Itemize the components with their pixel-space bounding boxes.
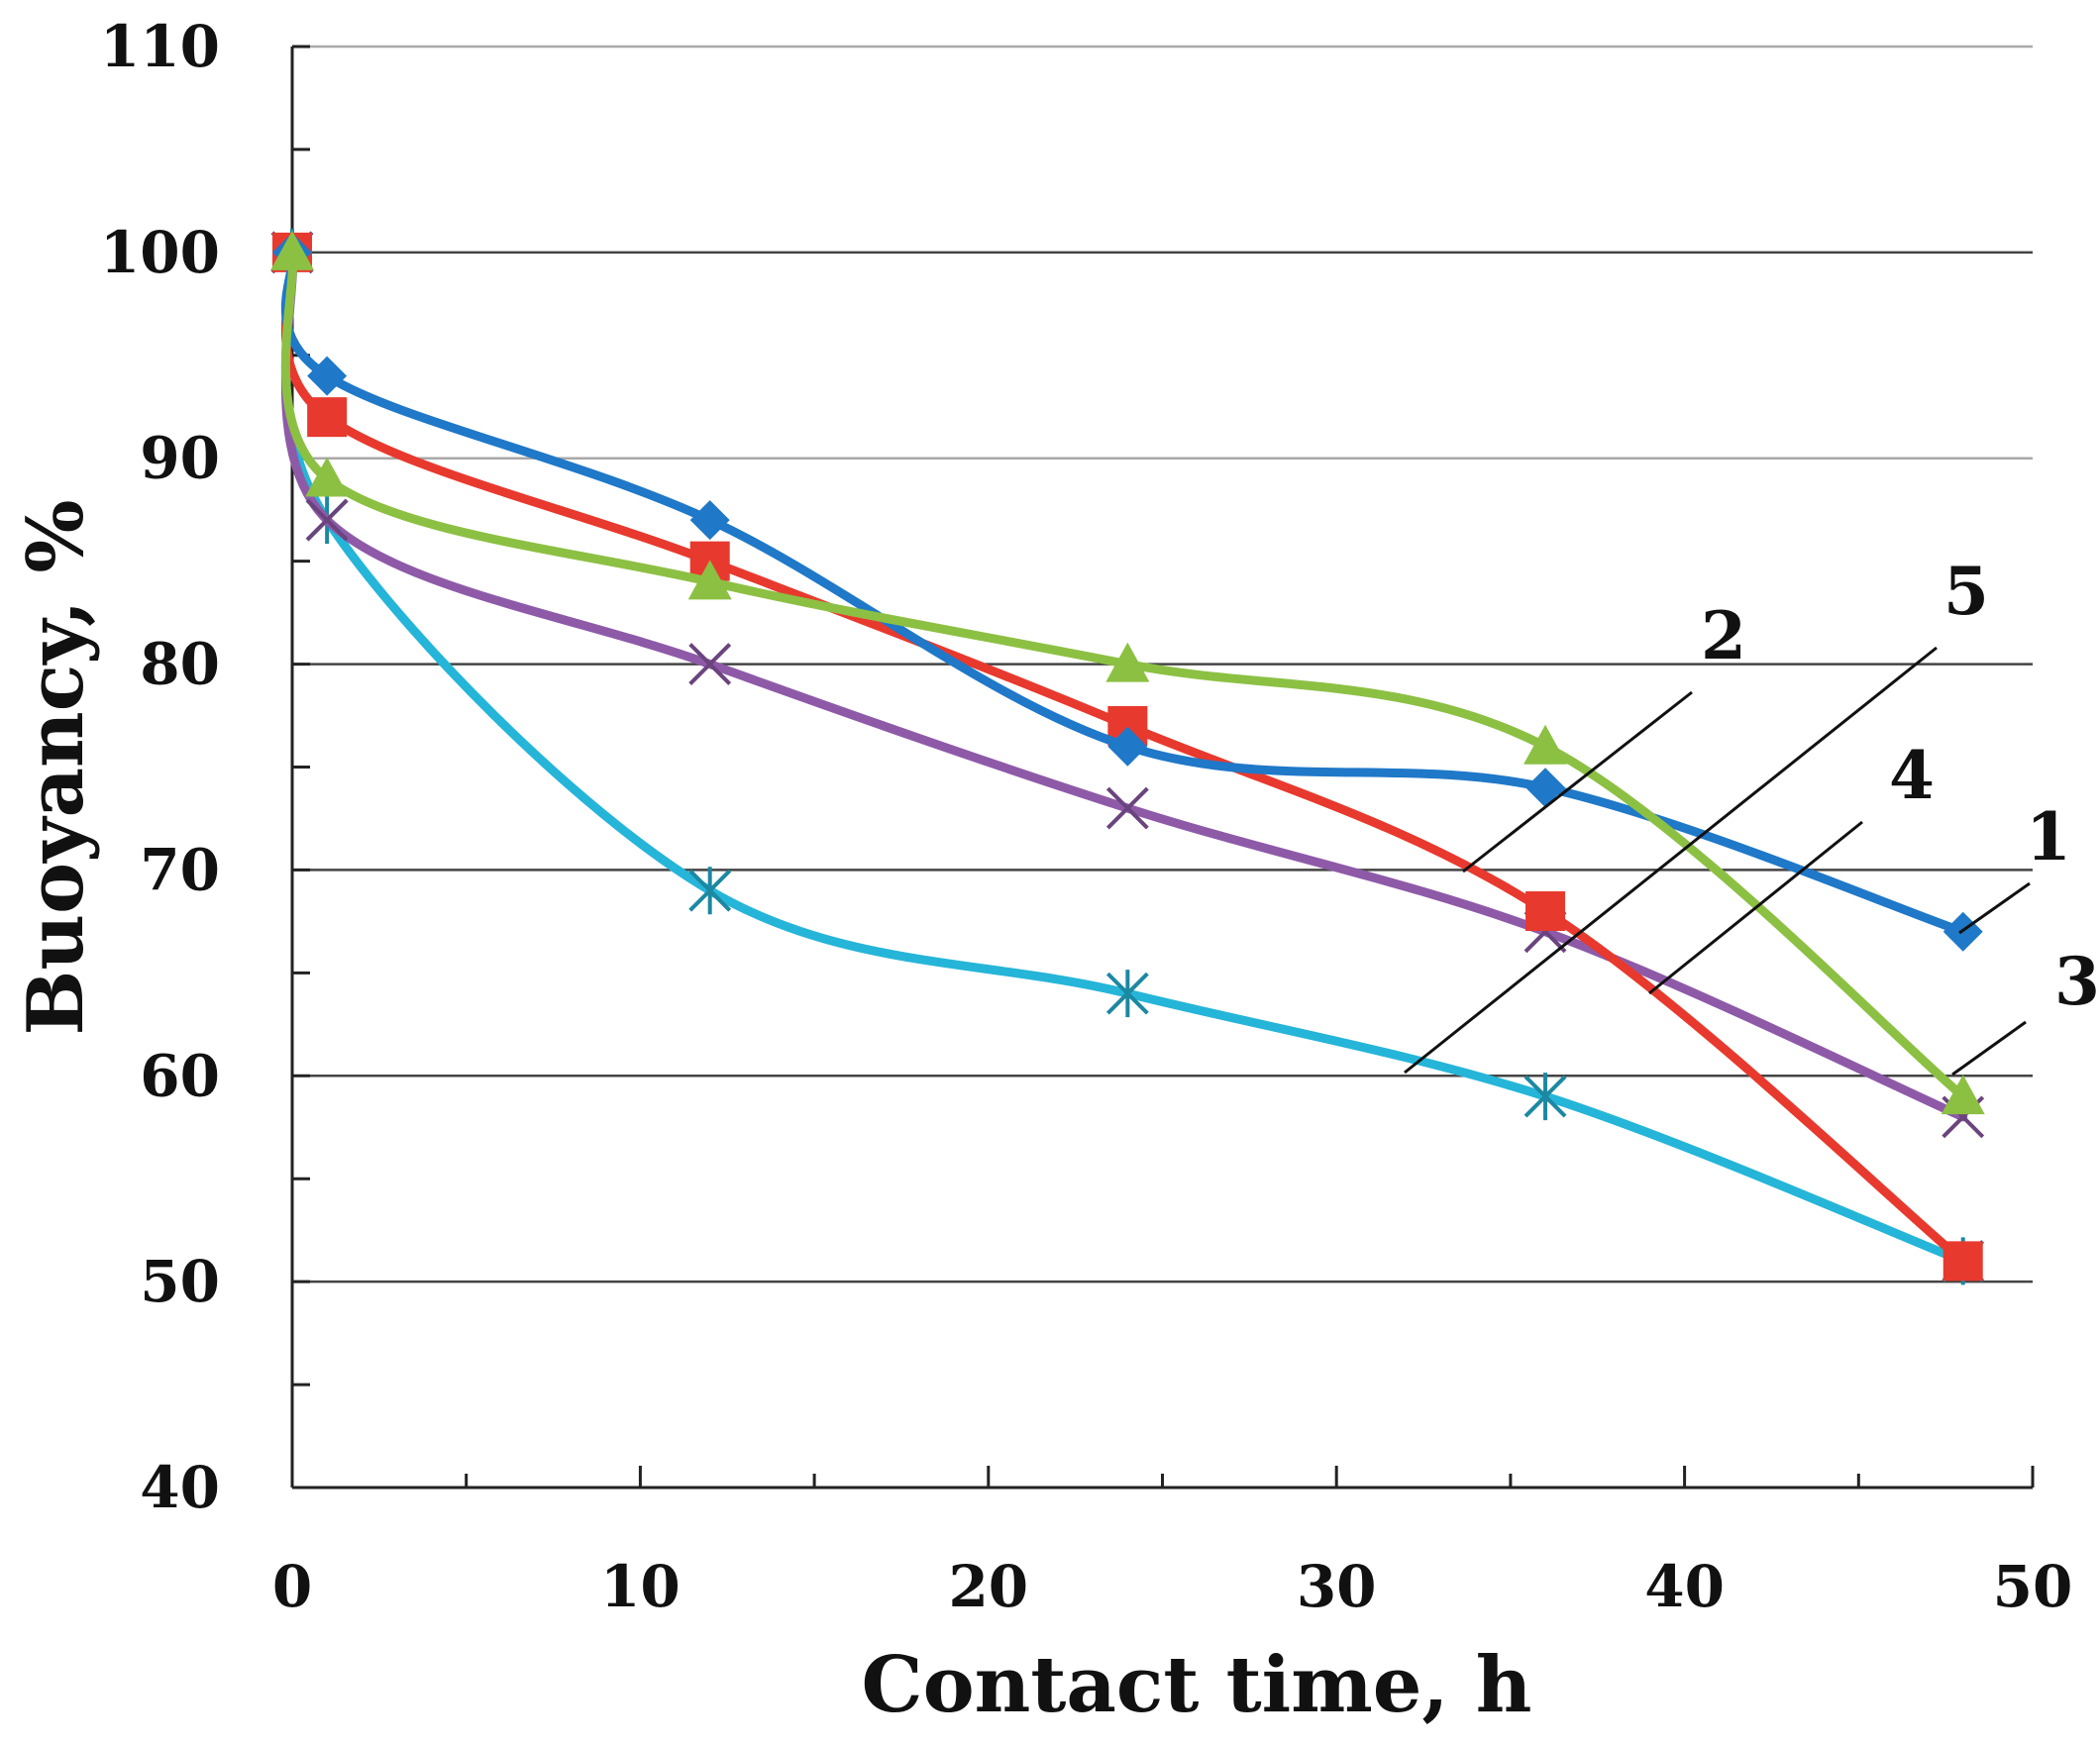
leader-line-4 [1648,820,1863,995]
series-4-point-12 [688,643,732,685]
labels: 40 50 60 70 80 90 100 110 0 10 20 30 40 50 2 5 4 1 3 [100,13,2100,1620]
series-3 [270,230,1985,1115]
series-4-point-24 [1105,786,1149,830]
series-4-point-1 [305,498,349,542]
series-4-line [280,248,1968,1122]
curve-label-3: 3 [2054,943,2100,1020]
x-axis-title: Contact time, h [862,1640,1532,1730]
x-tick-label-40: 40 [1644,1553,1725,1620]
x-tick-label-20: 20 [948,1553,1028,1620]
y-tick-label-60: 60 [140,1042,220,1109]
series-3-point-1 [305,457,350,497]
x-tick-label-0: 0 [272,1553,312,1620]
leader-line-1 [1958,881,2031,935]
series-1-point-24 [1107,726,1148,767]
x-tick-label-30: 30 [1297,1553,1377,1620]
series [270,228,1985,1285]
series-5-point-36 [1523,1073,1567,1121]
series-2-point-36 [1525,891,1566,931]
leader-line-3 [1951,1020,2027,1077]
y-tick-label-50: 50 [140,1248,220,1315]
leader-line-2 [1462,690,1693,874]
curve-label-2: 2 [1701,597,1746,674]
x-tick-label-10: 10 [600,1553,681,1620]
gridlines [292,45,2033,1284]
curve-label-5: 5 [1943,553,1989,630]
curve-label-4: 4 [1889,737,1935,814]
ticks [290,45,2035,1490]
series-3-point-48 [1941,1075,1985,1115]
series-2 [272,232,1983,1282]
y-axis-title: Buoyancy, % [11,499,101,1035]
y-tick-label-90: 90 [140,425,220,492]
y-tick-label-40: 40 [140,1454,220,1521]
series-3-point-24 [1105,642,1150,682]
y-tick-label-70: 70 [140,836,220,903]
leader-lines [1404,646,2031,1077]
x-tick-label-50: 50 [1993,1553,2073,1620]
series-5-point-24 [1105,970,1149,1018]
curve-label-1: 1 [2026,798,2071,875]
series-1-point-36 [1525,768,1566,808]
series-1-line [280,248,1968,937]
series-1 [272,232,1983,952]
series-3-point-12 [687,560,732,600]
y-tick-label-110: 110 [100,13,220,80]
leader-line-5 [1404,646,1938,1075]
series-3-point-0 [270,230,314,270]
y-tick-label-80: 80 [140,631,220,698]
series-5-point-12 [688,867,732,915]
series-2-point-48 [1942,1241,1983,1282]
y-tick-label-100: 100 [100,219,220,286]
series-1-point-1 [307,356,348,396]
series-3-point-36 [1523,724,1568,765]
series-1-point-12 [689,500,730,541]
series-2-point-1 [307,397,348,438]
